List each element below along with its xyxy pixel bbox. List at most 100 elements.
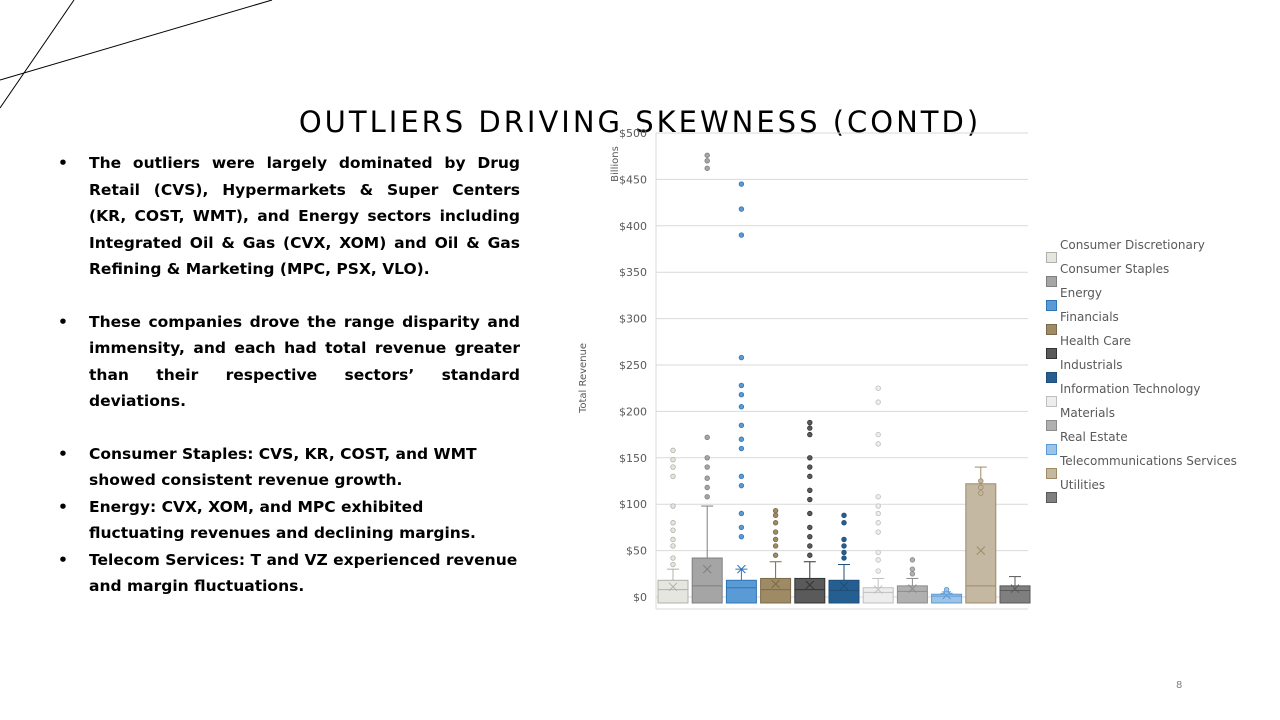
bullet-item: The outliers were largely dominated by D… [58, 150, 520, 283]
bullet-item: Energy: CVX, XOM, and MPC exhibited fluc… [58, 494, 520, 547]
y-axis-label: Total Revenue [578, 343, 589, 414]
box-body [691, 557, 723, 604]
outlier-point [807, 425, 813, 431]
box-information-technology [862, 385, 894, 604]
outlier-point [704, 165, 710, 171]
outlier-point [738, 524, 745, 531]
outlier-point [738, 510, 745, 517]
outlier-point [738, 181, 745, 187]
legend-swatch [1046, 420, 1057, 431]
mean-marker [908, 584, 917, 594]
outlier-point [909, 571, 916, 577]
outlier-point [704, 464, 710, 470]
outlier-point [738, 232, 745, 238]
outlier-point [670, 473, 676, 480]
legend-swatch [1046, 396, 1057, 407]
outlier-point [875, 529, 881, 535]
outlier-point [807, 543, 813, 549]
y-tick-label: $450 [619, 173, 647, 186]
outlier-point [670, 527, 676, 533]
box-consumer-discretionary [657, 447, 689, 604]
box-utilities [999, 576, 1031, 604]
outlier-point [807, 533, 813, 540]
page-number: 8 [1176, 680, 1183, 691]
box-series [657, 152, 1031, 604]
outlier-point [704, 475, 710, 481]
outlier-point [875, 510, 881, 517]
box-body [760, 577, 792, 604]
y-tick-label: $250 [619, 359, 647, 372]
mean-marker [976, 546, 986, 555]
y-tick-label: $0 [633, 591, 647, 604]
outlier-point [704, 152, 710, 158]
bullet-item: Telecom Services: T and VZ experienced r… [58, 547, 520, 600]
legend-swatch [1046, 252, 1057, 263]
mean-marker [873, 585, 883, 594]
box-body [896, 585, 928, 604]
outlier-point [978, 478, 984, 484]
outlier-point [875, 441, 881, 447]
box-body [862, 587, 894, 604]
outlier-point [807, 419, 813, 426]
outlier-point [978, 484, 984, 491]
bullet-list: The outliers were largely dominated by D… [58, 150, 520, 600]
outlier-point [670, 456, 676, 463]
outlier-point [738, 533, 745, 540]
mean-marker [1010, 584, 1020, 594]
outlier-point [772, 507, 779, 514]
outlier-point [738, 445, 745, 452]
box-health-care [794, 419, 826, 604]
y-axis-unit-label: Billions [610, 146, 621, 182]
outlier-point [807, 496, 813, 503]
outlier-point [670, 536, 676, 543]
chart-gridlines [655, 132, 1028, 610]
slide-title: OUTLIERS DRIVING SKEWNESS (CONTD) [298, 105, 982, 140]
mean-marker [805, 580, 815, 590]
outlier-point [772, 543, 779, 549]
box-consumer-staples [691, 152, 723, 604]
outlier-point [670, 555, 676, 561]
outlier-point [841, 555, 847, 561]
y-tick-label: $150 [619, 452, 647, 465]
outlier-point [807, 552, 813, 558]
bullet-item: These companies drove the range disparit… [58, 309, 520, 415]
outlier-point [738, 482, 745, 489]
outlier-point [875, 549, 881, 556]
outlier-point [738, 436, 745, 442]
outlier-point [704, 434, 710, 441]
legend-swatch [1046, 300, 1057, 311]
y-tick-label: $500 [619, 127, 647, 140]
outlier-point [875, 568, 881, 574]
outlier-point [738, 473, 745, 480]
box-body [725, 579, 757, 604]
y-tick-label: $350 [619, 266, 647, 279]
outlier-point [738, 382, 745, 389]
outlier-point [670, 447, 676, 454]
legend-swatch [1046, 348, 1057, 359]
outlier-point [772, 512, 779, 519]
outlier-point [909, 557, 916, 563]
outlier-point [875, 399, 881, 405]
outlier-point [738, 422, 745, 429]
y-tick-label: $400 [619, 220, 647, 233]
legend-label: Materials [1060, 406, 1116, 420]
box-body [965, 483, 997, 604]
box-energy [725, 181, 757, 604]
mean-marker [771, 579, 780, 589]
outlier-point [841, 549, 847, 556]
legend-label: Telecommunications Services [1060, 454, 1237, 468]
box-financials [760, 507, 792, 604]
y-tick-label: $50 [626, 545, 647, 558]
outlier-point [670, 543, 676, 549]
outlier-point [875, 503, 881, 509]
outlier-point [704, 494, 710, 500]
outlier-point [704, 158, 710, 164]
outlier-point [875, 385, 881, 391]
outlier-point [704, 484, 710, 491]
outlier-point [807, 487, 813, 493]
y-tick-label: $100 [619, 498, 647, 511]
outlier-point [738, 354, 745, 361]
legend-label: Real Estate [1060, 430, 1128, 444]
box-industrials [828, 512, 860, 604]
y-tick-label: $300 [619, 313, 647, 326]
